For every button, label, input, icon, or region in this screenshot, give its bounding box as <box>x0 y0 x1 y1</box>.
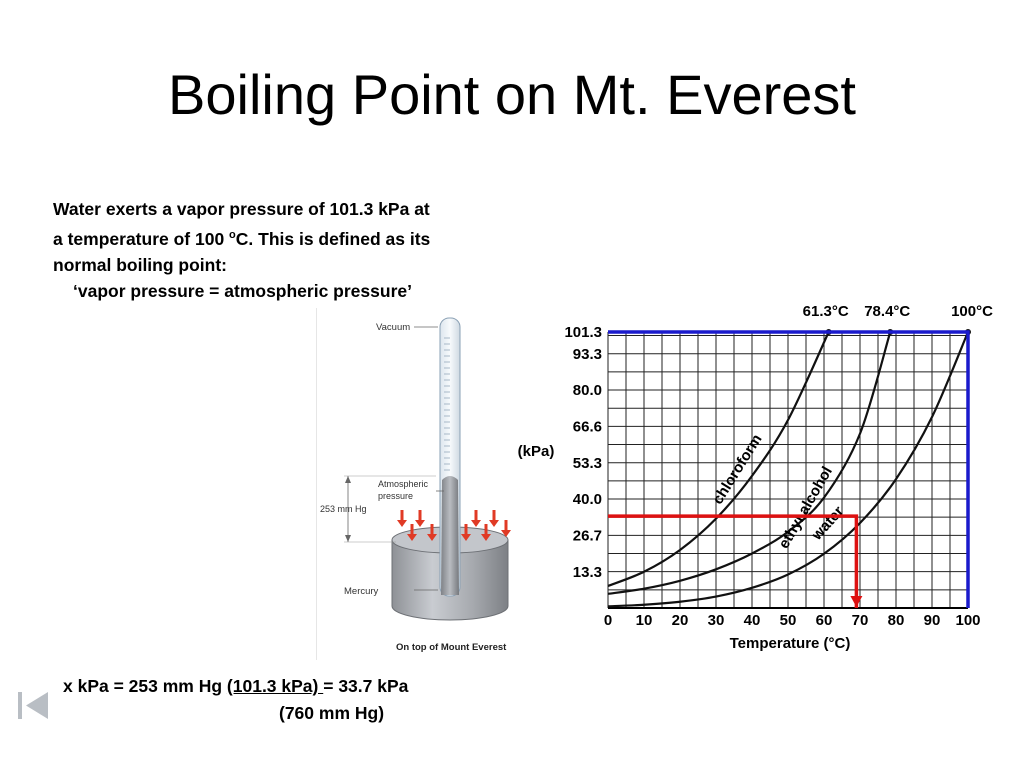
y-tick-label: 40.0 <box>573 491 602 508</box>
pressure-arrow-shaft <box>484 524 488 534</box>
formula-result: = 33.7 kPa <box>323 676 409 696</box>
pressure-arrow-head <box>415 520 425 527</box>
blue-boiling-marker <box>608 330 970 608</box>
top-temperature-label: 78.4°C <box>864 303 910 320</box>
intro-text: Water exerts a vapor pressure of 101.3 k… <box>53 196 573 304</box>
pressure-arrow-head <box>471 520 481 527</box>
x-tick-label: 50 <box>780 612 797 629</box>
y-axis-label: (kPa) <box>518 443 555 460</box>
series-line-ethyl-alcohol <box>607 331 892 595</box>
pressure-arrow-head <box>501 530 511 537</box>
pressure-arrow-head <box>407 534 417 541</box>
y-tick-label: 80.0 <box>573 382 602 399</box>
figure-caption: On top of Mount Everest <box>396 642 507 653</box>
pressure-arrow-head <box>481 534 491 541</box>
formula-line: x kPa = 253 mm Hg (101.3 kPa) = 33.7 kPa <box>63 676 408 697</box>
barometer-illustration: Vacuum Atmospheric pressure 253 mm Hg Me… <box>315 308 552 660</box>
pressure-arrow-shaft <box>400 510 404 520</box>
barometer-drawing: Vacuum Atmospheric pressure 253 mm Hg Me… <box>315 308 511 660</box>
intro-line-3: normal boiling point: <box>53 254 228 275</box>
x-tick-label: 30 <box>708 612 725 629</box>
y-tick-label: 66.6 <box>573 419 602 436</box>
y-tick-label: 13.3 <box>573 564 602 581</box>
y-tick-label: 26.7 <box>573 527 602 544</box>
series-line-water <box>607 331 970 608</box>
pressure-arrow-shaft <box>464 524 468 534</box>
pressure-arrow-shaft <box>430 524 434 534</box>
y-tick-label: 53.3 <box>573 455 602 472</box>
formula-left: x kPa = 253 mm Hg <box>63 676 227 696</box>
series-line-chloroform <box>607 331 830 587</box>
vapor-pressure-chart: 0 10 20 30 40 50 60 70 80 90 100 13.3 26.7 40.0 53.3 66… <box>510 292 1024 662</box>
formula-denominator: (760 mm Hg) <box>279 703 385 723</box>
pressure-arrow-head <box>397 520 407 527</box>
y-tick-label: 101.3 <box>564 324 602 341</box>
x-tick-label: 90 <box>924 612 941 629</box>
atmospheric-label-1: Atmospheric <box>378 479 429 489</box>
atmospheric-label-2: pressure <box>378 491 413 501</box>
x-tick-label: 100 <box>955 612 980 629</box>
x-tick-label: 80 <box>888 612 905 629</box>
definition-quote: ‘vapor pressure = atmospheric pressure’ <box>73 280 412 301</box>
pressure-arrow-shaft <box>492 510 496 520</box>
intro-line-2: a temperature of 100 oC. This is defined… <box>53 228 431 249</box>
red-everest-marker <box>608 514 859 608</box>
x-tick-label: 0 <box>604 612 612 629</box>
mercury-label: Mercury <box>344 586 379 597</box>
x-tick-label: 60 <box>816 612 833 629</box>
skip-to-start-icon[interactable] <box>16 688 52 722</box>
x-tick-label: 20 <box>672 612 689 629</box>
x-axis-label: Temperature (°C) <box>730 635 851 652</box>
formula-numerator: (101.3 kPa) <box>226 676 324 696</box>
pressure-arrow-head <box>427 534 437 541</box>
top-temperature-label: 100°C <box>951 303 993 320</box>
pressure-arrow-shaft <box>474 510 478 520</box>
x-tick-label: 40 <box>744 612 761 629</box>
top-temperature-label: 61.3°C <box>803 303 849 320</box>
intro-line-1: Water exerts a vapor pressure of 101.3 k… <box>53 199 430 219</box>
slide-title: Boiling Point on Mt. Everest <box>168 63 856 126</box>
pressure-arrow-head <box>489 520 499 527</box>
x-tick-label: 10 <box>636 612 653 629</box>
pressure-arrow-shaft <box>410 524 414 534</box>
height-label: 253 mm Hg <box>320 504 367 514</box>
x-tick-label: 70 <box>852 612 869 629</box>
pressure-arrow-shaft <box>418 510 422 520</box>
pressure-arrow-shaft <box>504 520 508 530</box>
vacuum-label: Vacuum <box>376 322 410 333</box>
chart-canvas: 0 10 20 30 40 50 60 70 80 90 100 13.3 26.7 40.0 53.3 66… <box>518 303 993 652</box>
pressure-arrow-head <box>461 534 471 541</box>
y-tick-label: 93.3 <box>573 346 602 363</box>
first-slide-button[interactable] <box>16 688 52 722</box>
red-arrow-head <box>850 596 863 607</box>
